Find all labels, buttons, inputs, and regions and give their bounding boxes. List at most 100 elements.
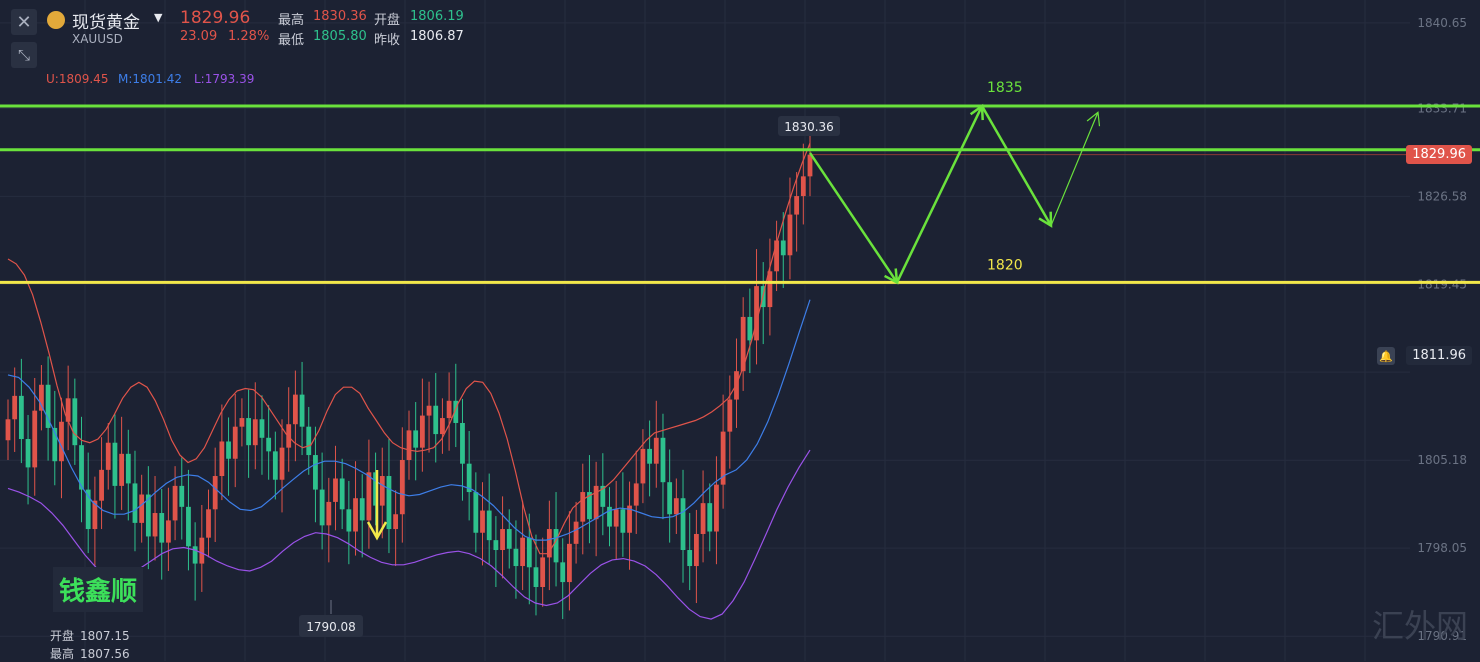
- projection-label-bottom: 1820: [987, 257, 1023, 273]
- min-marker-label: 1790.08: [306, 620, 356, 634]
- candle-body: [633, 483, 639, 506]
- candle-body: [440, 418, 445, 435]
- projection-arrowhead: [884, 268, 899, 285]
- candle-body: [620, 509, 626, 533]
- candle-body: [306, 426, 312, 456]
- candle-body: [480, 510, 485, 533]
- candle-body: [292, 394, 298, 425]
- candle-body: [673, 498, 679, 515]
- candle-body: [580, 492, 586, 522]
- collapse-icon[interactable]: ⤡: [11, 42, 37, 68]
- y-tick-label: 1790.91: [1417, 629, 1467, 643]
- candle-body: [232, 426, 238, 459]
- candle-body: [139, 494, 145, 523]
- candle-body: [687, 550, 693, 567]
- candle-body: [533, 567, 539, 588]
- candle-body: [252, 419, 258, 446]
- candle-body: [212, 476, 218, 510]
- low-value: 1805.80: [313, 29, 367, 44]
- candle-body: [640, 448, 646, 484]
- candle-body: [219, 441, 225, 477]
- candle-body: [613, 509, 619, 527]
- candle-body: [393, 514, 399, 530]
- candle-body: [333, 478, 338, 502]
- candle-body: [740, 316, 746, 372]
- candle-body: [206, 509, 211, 538]
- candle-body: [593, 485, 599, 520]
- candle-body: [553, 529, 559, 563]
- y-tick-label: 1826.58: [1417, 189, 1467, 203]
- max-marker-label: 1830.36: [784, 120, 834, 134]
- candle-body: [379, 476, 385, 506]
- candle-body: [419, 415, 425, 448]
- candle-body: [105, 442, 111, 470]
- candle-body: [774, 240, 779, 272]
- candle-body: [546, 529, 552, 558]
- candle-body: [493, 540, 499, 551]
- close-icon[interactable]: ✕: [11, 9, 37, 35]
- symbol-title[interactable]: 现货黄金: [72, 13, 140, 33]
- gold-coin-icon: [47, 11, 65, 29]
- candle-body: [573, 521, 579, 544]
- candle-body: [720, 431, 726, 485]
- candle-body: [567, 543, 572, 583]
- middle-band-line: [7, 299, 811, 541]
- candle-body: [65, 398, 71, 422]
- candle-body: [45, 384, 51, 428]
- y-tick-label: 1805.18: [1417, 453, 1467, 467]
- y-tick-label: 1840.65: [1417, 16, 1467, 30]
- candle-body: [112, 442, 118, 486]
- min-marker-box: [299, 615, 363, 637]
- projection-segment: [895, 105, 984, 283]
- bell-icon[interactable]: 🔔: [1377, 347, 1395, 365]
- candle-body: [52, 427, 58, 462]
- candle-body: [446, 400, 452, 419]
- candle-body: [794, 196, 800, 215]
- candle-body: [600, 485, 606, 507]
- candle-body: [192, 546, 198, 564]
- candle-body: [707, 503, 713, 532]
- projection-arrowhead: [1086, 111, 1101, 127]
- candle-body: [587, 492, 592, 520]
- candle-body: [359, 498, 365, 521]
- candle-body: [299, 394, 305, 427]
- projection-segment: [980, 105, 1053, 227]
- candle-body: [12, 395, 18, 420]
- candle-body: [693, 533, 699, 567]
- candle-body: [747, 316, 753, 341]
- projection-segment: [808, 152, 899, 284]
- symbol-code: XAUUSD: [72, 32, 123, 46]
- bottom-open-value: 1807.15: [80, 629, 130, 643]
- alert-price-tag[interactable]: 1811.96: [1406, 346, 1472, 365]
- bottom-high-info: 最高 1807.56: [50, 645, 130, 662]
- high-label: 最高: [278, 13, 305, 28]
- candle-body: [246, 418, 251, 446]
- candle-body: [700, 503, 706, 534]
- dropdown-caret-icon[interactable]: ▼: [154, 11, 163, 24]
- candle-body: [473, 492, 479, 533]
- candle-body: [767, 271, 773, 308]
- candle-body: [319, 489, 325, 526]
- candle-body: [406, 430, 412, 460]
- candle-body: [266, 437, 272, 452]
- price-change: 23.09: [180, 29, 218, 44]
- candle-body: [226, 441, 231, 459]
- candle-body: [453, 400, 459, 423]
- open-label: 开盘: [374, 13, 401, 28]
- y-tick-label: 1798.05: [1417, 541, 1467, 555]
- bottom-open-info: 开盘 1807.15: [50, 627, 130, 644]
- candle-body: [353, 498, 358, 532]
- candle-body: [413, 430, 419, 448]
- candle-body: [807, 154, 813, 177]
- open-value: 1806.19: [410, 9, 464, 24]
- candle-body: [166, 520, 171, 543]
- candle-body: [680, 498, 686, 551]
- candle-body: [513, 548, 519, 567]
- candle-body: [92, 500, 98, 530]
- last-price: 1829.96: [180, 8, 251, 28]
- candle-body: [239, 418, 245, 427]
- candle-body: [132, 483, 138, 523]
- candle-body: [159, 513, 165, 543]
